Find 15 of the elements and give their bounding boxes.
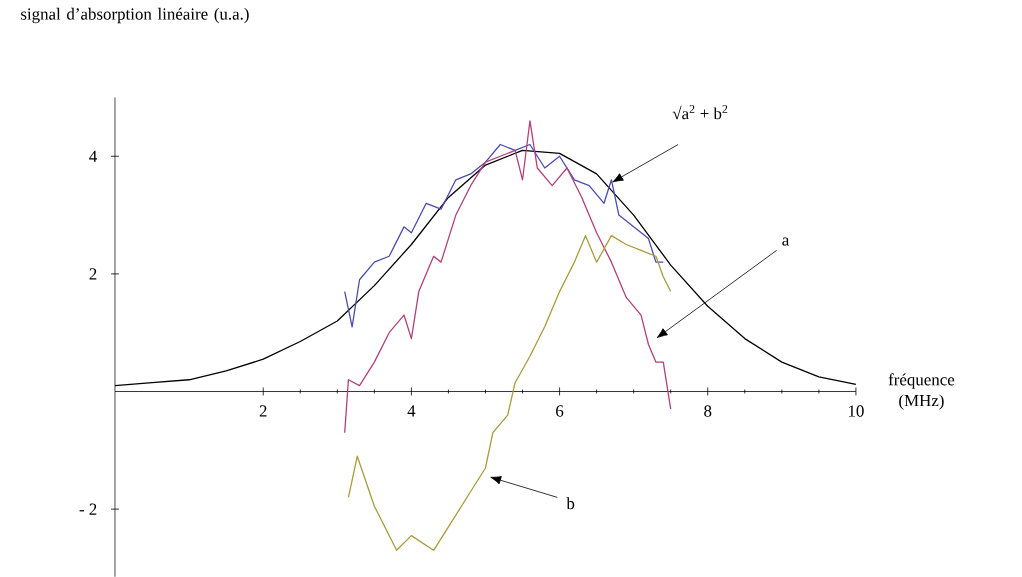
- x-tick-label: 8: [704, 405, 712, 417]
- x-tick-label: 10: [848, 405, 864, 417]
- x-tick-label: 4: [407, 405, 416, 417]
- annotation: b: [566, 497, 575, 510]
- line-series: [347, 234, 672, 551]
- y-axis-title: signal d’absorption linéaire (u.a.): [21, 7, 249, 24]
- x-tick-label: 6: [556, 405, 564, 417]
- y-tick-label: 2: [89, 268, 97, 280]
- annotation: a: [782, 237, 790, 246]
- x-axis-title: fréquence (MHz): [888, 373, 955, 410]
- annotation: √a$^{2}$ + b$^{2}$: [672, 104, 728, 120]
- line-series: [344, 120, 672, 434]
- y-tick-label: - 2: [79, 503, 97, 515]
- x-tick-label: 2: [259, 405, 267, 417]
- y-tick-label: 4: [89, 150, 97, 162]
